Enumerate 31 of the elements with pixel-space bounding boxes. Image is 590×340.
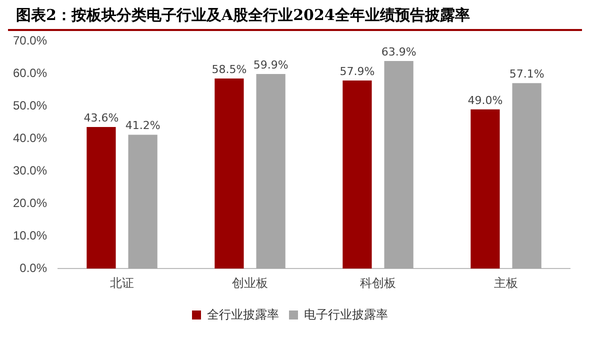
- bar: [512, 83, 542, 269]
- y-tick-label: 50.0%: [12, 98, 48, 112]
- y-tick-label: 70.0%: [12, 34, 48, 48]
- x-tick-label: 科创板: [360, 276, 396, 290]
- bar: [342, 80, 372, 269]
- legend-label: 电子行业披露率: [304, 307, 388, 322]
- bar: [128, 134, 158, 269]
- data-label: 63.9%: [381, 45, 416, 58]
- y-tick-label: 60.0%: [12, 66, 48, 80]
- data-label: 49.0%: [468, 94, 503, 107]
- x-tick-label: 北证: [110, 276, 134, 290]
- y-tick-label: 20.0%: [12, 196, 48, 210]
- data-label: 43.6%: [84, 111, 119, 124]
- x-tick-label: 主板: [494, 276, 518, 290]
- bar: [256, 74, 286, 269]
- data-label: 57.1%: [509, 67, 544, 80]
- data-label: 41.2%: [125, 119, 160, 132]
- data-label: 57.9%: [340, 64, 375, 78]
- y-tick-label: 40.0%: [12, 130, 48, 145]
- y-tick-label: 10.0%: [12, 228, 48, 242]
- bar: [470, 109, 500, 269]
- y-tick-label: 30.0%: [12, 163, 48, 178]
- data-label: 59.9%: [253, 58, 288, 72]
- y-tick-label: 0.0%: [20, 260, 48, 275]
- x-tick-label: 创业板: [232, 276, 268, 290]
- legend-label: 全行业披露率: [207, 307, 279, 322]
- bar: [86, 126, 116, 269]
- chart-title: 图表2：按板块分类电子行业及A股全行业2024全年业绩预告披露率: [8, 0, 582, 31]
- bar: [384, 61, 414, 269]
- bar: [214, 78, 244, 269]
- data-label: 58.5%: [212, 62, 247, 76]
